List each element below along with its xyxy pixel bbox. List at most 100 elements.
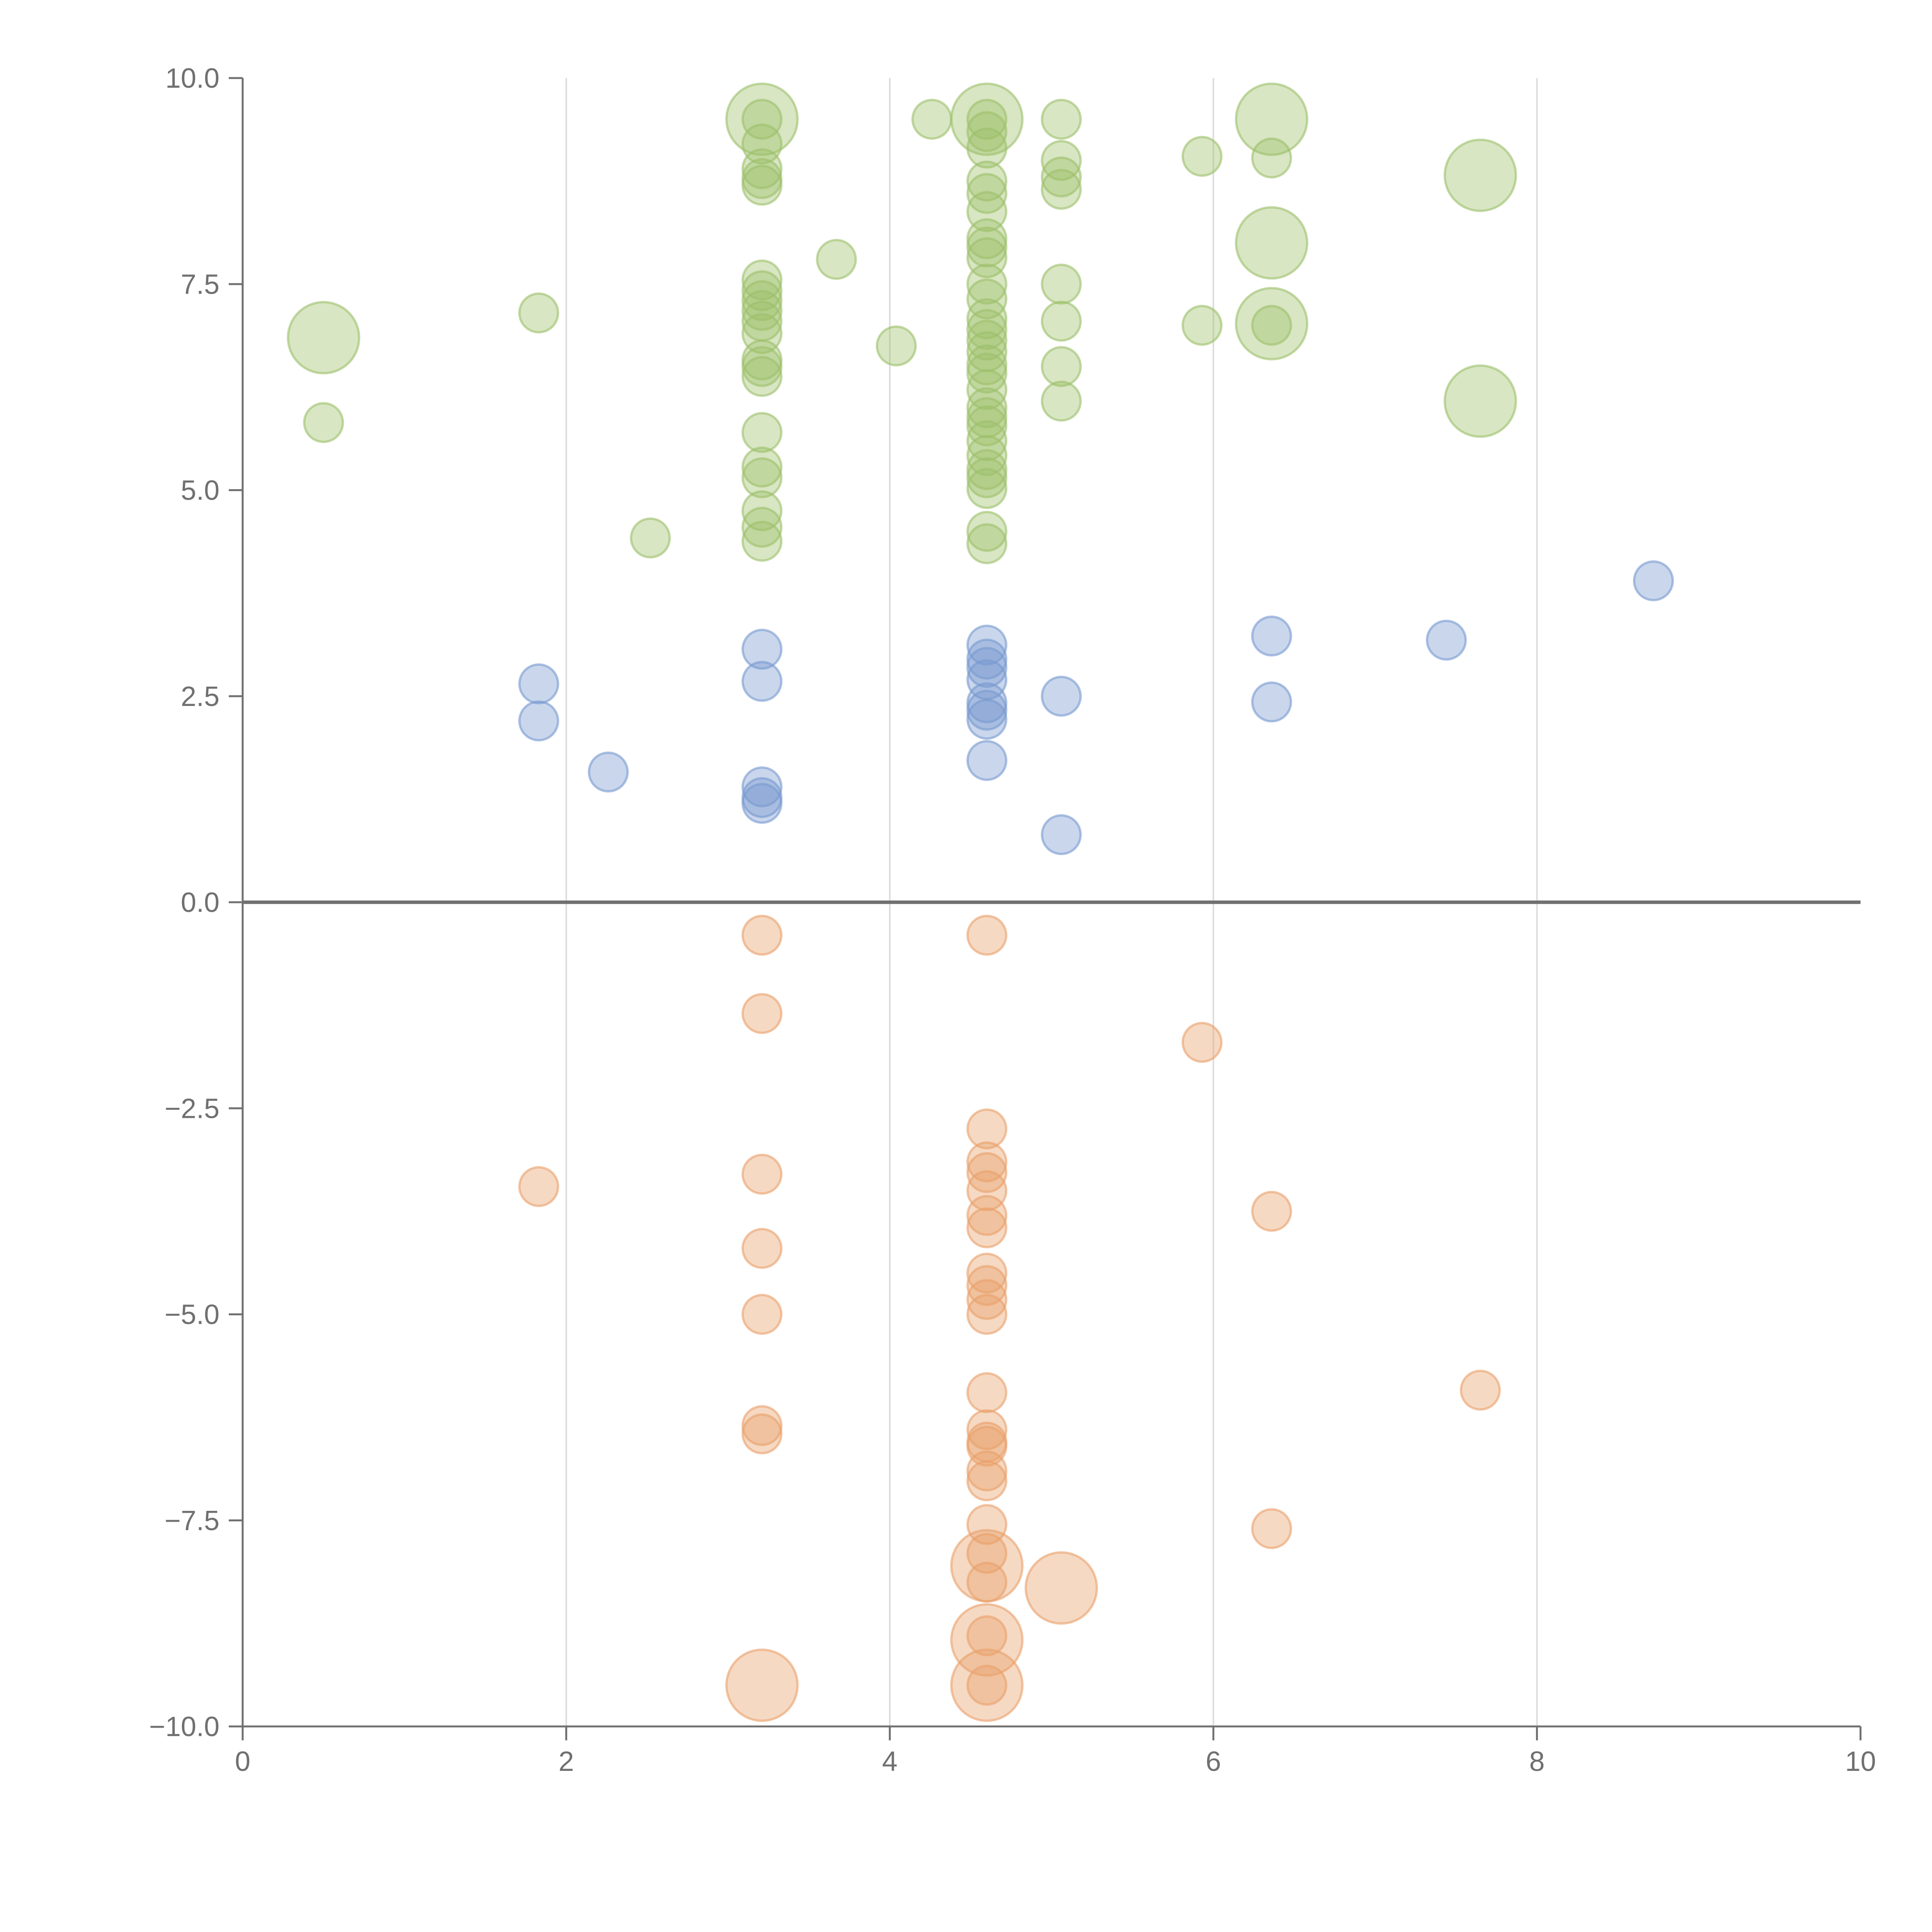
data-point-s0-1 (303, 402, 344, 443)
data-point-s2-18 (966, 1279, 1008, 1320)
axis-layer (229, 77, 1862, 1740)
data-point-s0-59 (1041, 156, 1082, 197)
data-point-s0-19 (742, 412, 783, 453)
data-point-s0-67 (1235, 82, 1308, 156)
data-point-s2-20 (966, 1372, 1008, 1413)
x-tick-label-1: 2 (558, 1746, 574, 1777)
data-point-s0-66 (1181, 304, 1223, 346)
data-point-s2-9 (966, 915, 1008, 956)
data-point-s2-26 (966, 1504, 1008, 1545)
data-point-s0-7 (742, 148, 783, 189)
x-tick-label-3: 6 (1206, 1746, 1221, 1777)
y-tick-label-2: 5.0 (181, 475, 219, 506)
data-point-s2-30 (950, 1603, 1024, 1677)
x-tick-label-4: 8 (1529, 1746, 1545, 1777)
data-point-s2-33 (966, 1665, 1008, 1706)
data-point-s0-2 (518, 292, 560, 333)
data-point-s0-64 (1041, 381, 1082, 422)
data-point-s0-62 (1041, 301, 1082, 342)
data-point-s2-3 (742, 1153, 783, 1195)
data-point-s0-63 (1041, 346, 1082, 387)
data-point-s2-13 (966, 1170, 1008, 1211)
y-tick-label-1: 7.5 (181, 269, 219, 300)
data-point-s2-34 (1024, 1551, 1098, 1625)
data-point-s0-26 (876, 325, 917, 367)
data-point-s2-15 (966, 1207, 1008, 1248)
data-point-s0-6 (742, 123, 783, 165)
data-point-s1-15 (966, 740, 1008, 781)
data-point-s0-50 (966, 420, 1008, 461)
data-point-s1-13 (966, 690, 1008, 731)
data-point-s2-17 (966, 1265, 1008, 1306)
data-point-s2-36 (1251, 1190, 1292, 1232)
data-point-s1-19 (1251, 681, 1292, 723)
data-point-s1-17 (1041, 814, 1082, 855)
data-point-s1-1 (518, 700, 560, 742)
data-point-s0-10 (742, 259, 783, 301)
data-point-s1-16 (1041, 675, 1082, 717)
data-point-s1-5 (742, 766, 783, 808)
data-point-s0-42 (966, 320, 1008, 361)
data-point-s0-69 (1235, 206, 1308, 280)
x-tick-label-2: 4 (882, 1746, 898, 1777)
x-tick-label-0: 0 (235, 1746, 250, 1777)
data-point-s2-27 (966, 1533, 1008, 1574)
data-point-s2-1 (742, 915, 783, 956)
data-point-s2-25 (966, 1460, 1008, 1502)
data-point-s0-56 (966, 523, 1008, 565)
y-tick-label-3: 2.5 (181, 681, 219, 712)
data-point-s2-10 (966, 1108, 1008, 1150)
data-point-s0-40 (966, 298, 1008, 339)
data-point-s1-21 (1633, 560, 1674, 602)
y-tick-label-0: 10.0 (165, 63, 219, 94)
data-point-s0-55 (966, 511, 1008, 552)
data-point-s1-0 (518, 663, 560, 704)
data-point-s0-12 (742, 280, 783, 321)
data-point-s2-12 (966, 1152, 1008, 1193)
data-point-s1-4 (742, 661, 783, 702)
data-point-s0-57 (1041, 99, 1082, 140)
data-point-s0-32 (966, 160, 1008, 202)
data-point-s0-0 (287, 301, 361, 374)
data-point-s0-61 (1041, 264, 1082, 305)
data-point-s0-23 (742, 507, 783, 548)
y-tick-label-4: 0.0 (181, 887, 219, 918)
data-point-s0-31 (966, 128, 1008, 169)
data-point-s2-21 (966, 1409, 1008, 1451)
data-point-s2-8 (725, 1648, 799, 1722)
data-point-s0-65 (1181, 136, 1223, 177)
data-point-s0-71 (1251, 304, 1292, 346)
tick-labels-layer: 10.0 7.5 5.0 2.5 0.0 −2.5 −5.0 −7.5 −10.0 0 2 4 6 8 10 (149, 63, 1876, 1777)
data-point-s0-46 (966, 369, 1008, 410)
y-tick-label-7: −7.5 (165, 1505, 219, 1536)
data-point-s2-5 (742, 1294, 783, 1335)
data-point-s2-24 (966, 1450, 1008, 1492)
data-point-s0-51 (966, 435, 1008, 476)
data-point-s2-35 (1181, 1022, 1223, 1063)
data-point-s0-22 (742, 490, 783, 531)
data-point-s1-3 (742, 629, 783, 670)
data-point-s0-41 (966, 309, 1008, 350)
data-point-s0-18 (742, 356, 783, 397)
data-point-s1-8 (966, 624, 1008, 666)
data-point-s2-7 (742, 1413, 783, 1454)
data-point-s2-19 (966, 1294, 1008, 1335)
data-point-s0-17 (742, 346, 783, 387)
data-point-s0-9 (742, 165, 783, 206)
y-tick-label-8: −10.0 (149, 1711, 219, 1742)
data-point-s2-2 (742, 993, 783, 1034)
data-point-s0-58 (1041, 140, 1082, 181)
data-point-s0-3 (630, 517, 671, 559)
data-points-layer (287, 82, 1674, 1722)
data-point-s2-14 (966, 1195, 1008, 1236)
data-point-s0-54 (966, 468, 1008, 509)
series-1 (518, 560, 1674, 855)
data-point-s0-21 (742, 457, 783, 498)
data-point-s0-70 (1235, 287, 1308, 361)
data-point-s2-11 (966, 1141, 1008, 1182)
data-point-s0-5 (742, 99, 783, 140)
data-point-s0-49 (966, 405, 1008, 447)
data-point-s0-25 (816, 239, 857, 280)
data-point-s0-45 (966, 352, 1008, 394)
